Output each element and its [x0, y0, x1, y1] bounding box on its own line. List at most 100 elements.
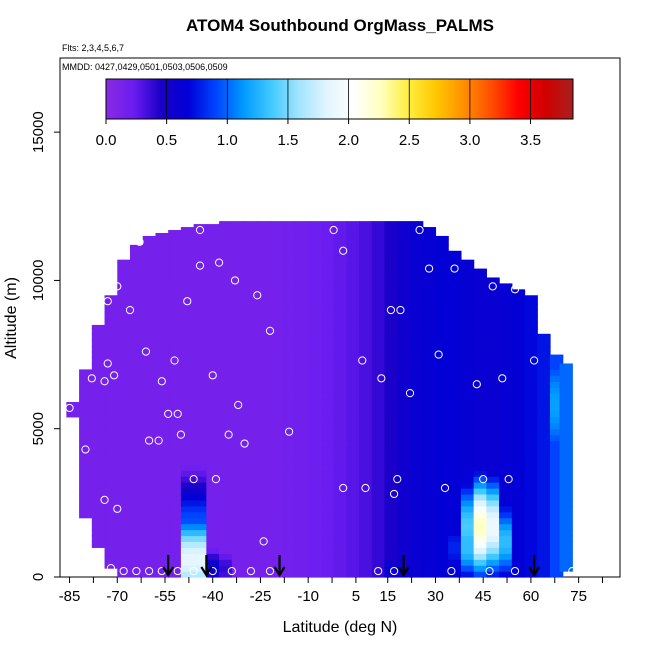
- heatmap-cell: [460, 339, 475, 347]
- heatmap-cell: [359, 339, 373, 347]
- heatmap-cell: [155, 316, 169, 323]
- heatmap-cell: [422, 547, 437, 554]
- heatmap-cell: [410, 286, 424, 293]
- heatmap-cell: [308, 381, 322, 388]
- heatmap-cell: [473, 535, 487, 543]
- heatmap-cell: [206, 327, 220, 335]
- heatmap-cell: [511, 363, 526, 370]
- heatmap-cell: [333, 565, 347, 572]
- heatmap-cell: [524, 310, 538, 317]
- heatmap-cell: [117, 446, 131, 454]
- heatmap-cell: [359, 250, 373, 258]
- heatmap-cell: [206, 321, 220, 329]
- heatmap-cell: [320, 333, 335, 341]
- sample-point: [479, 475, 488, 484]
- heatmap-cell: [499, 310, 513, 317]
- heatmap-cell: [231, 458, 246, 465]
- heatmap-cell: [295, 404, 309, 412]
- heatmap-cell: [550, 363, 564, 370]
- heatmap-cell: [180, 511, 195, 519]
- heatmap-cell: [346, 345, 360, 353]
- heatmap-cell: [219, 446, 233, 454]
- heatmap-cell: [435, 434, 449, 442]
- heatmap-cell: [422, 493, 437, 501]
- heatmap-cell: [308, 458, 322, 465]
- heatmap-cell: [104, 485, 118, 492]
- heatmap-cell: [511, 488, 526, 495]
- heatmap-cell: [559, 434, 573, 442]
- sample-point: [195, 261, 205, 270]
- heatmap-cell: [499, 565, 513, 572]
- heatmap-cell: [295, 517, 309, 525]
- heatmap-cell: [219, 493, 233, 501]
- heatmap-cell: [524, 428, 538, 436]
- heatmap-cell: [384, 357, 398, 365]
- heatmap-cell: [180, 523, 195, 531]
- heatmap-cell: [537, 339, 551, 347]
- heatmap-cell: [346, 381, 360, 388]
- heatmap-cell: [511, 333, 526, 341]
- heatmap-cell: [193, 333, 207, 341]
- heatmap-cell: [499, 393, 513, 400]
- heatmap-cell: [486, 452, 500, 459]
- heatmap-cell: [104, 455, 118, 462]
- heatmap-cell: [231, 511, 246, 519]
- sample-point: [81, 297, 90, 306]
- heatmap-cell: [257, 529, 271, 537]
- heatmap-cell: [559, 464, 573, 471]
- heatmap-cell: [193, 274, 207, 282]
- heatmap-cell: [473, 410, 487, 418]
- heatmap-cell: [219, 547, 233, 554]
- heatmap-cell: [460, 304, 475, 311]
- heatmap-cell: [206, 559, 220, 566]
- heatmap-cell: [550, 434, 564, 442]
- heatmap-cell: [91, 351, 106, 359]
- heatmap-cell: [206, 464, 220, 471]
- heatmap-cell: [295, 333, 309, 341]
- heatmap-cell: [91, 535, 106, 543]
- heatmap-cell: [486, 535, 500, 543]
- sample-point: [65, 403, 74, 413]
- heatmap-cell: [244, 387, 258, 394]
- sample-point: [510, 566, 520, 576]
- heatmap-cell: [333, 298, 347, 305]
- heatmap-cell: [333, 274, 347, 282]
- heatmap-cell: [371, 357, 386, 365]
- heatmap-cell: [422, 327, 437, 335]
- heatmap-cell: [473, 470, 487, 477]
- heatmap-cell: [270, 327, 284, 335]
- heatmap-cell: [168, 458, 182, 465]
- heatmap-cell: [359, 416, 373, 424]
- heatmap-cell: [231, 363, 246, 370]
- sample-point: [224, 430, 233, 439]
- heatmap-cell: [499, 541, 513, 548]
- heatmap-cell: [486, 464, 500, 471]
- heatmap-cell: [384, 280, 398, 287]
- heatmap-cell: [410, 499, 424, 507]
- heatmap-cell: [397, 339, 411, 347]
- heatmap-cell: [104, 544, 118, 551]
- heatmap-cell: [410, 292, 424, 299]
- heatmap-cell: [333, 446, 347, 454]
- heatmap-cell: [244, 482, 258, 489]
- heatmap-cell: [320, 458, 335, 465]
- heatmap-cell: [91, 399, 106, 406]
- heatmap-cell: [435, 321, 449, 329]
- heatmap-cell: [295, 399, 309, 406]
- heatmap-cell: [320, 387, 335, 394]
- heatmap-cell: [168, 399, 182, 406]
- heatmap-cell: [219, 238, 233, 246]
- heatmap-cell: [333, 363, 347, 370]
- heatmap-cell: [473, 369, 487, 376]
- heatmap-cell: [371, 327, 386, 335]
- heatmap-cell: [537, 422, 551, 430]
- heatmap-cell: [410, 357, 424, 365]
- heatmap-cell: [550, 422, 564, 430]
- heatmap-cell: [410, 244, 424, 252]
- heatmap-cell: [244, 547, 258, 554]
- heatmap-cell: [244, 244, 258, 252]
- heatmap-cell: [79, 381, 93, 388]
- heatmap-cell: [231, 434, 246, 442]
- heatmap-cell: [435, 369, 449, 376]
- heatmap-cell: [511, 298, 526, 305]
